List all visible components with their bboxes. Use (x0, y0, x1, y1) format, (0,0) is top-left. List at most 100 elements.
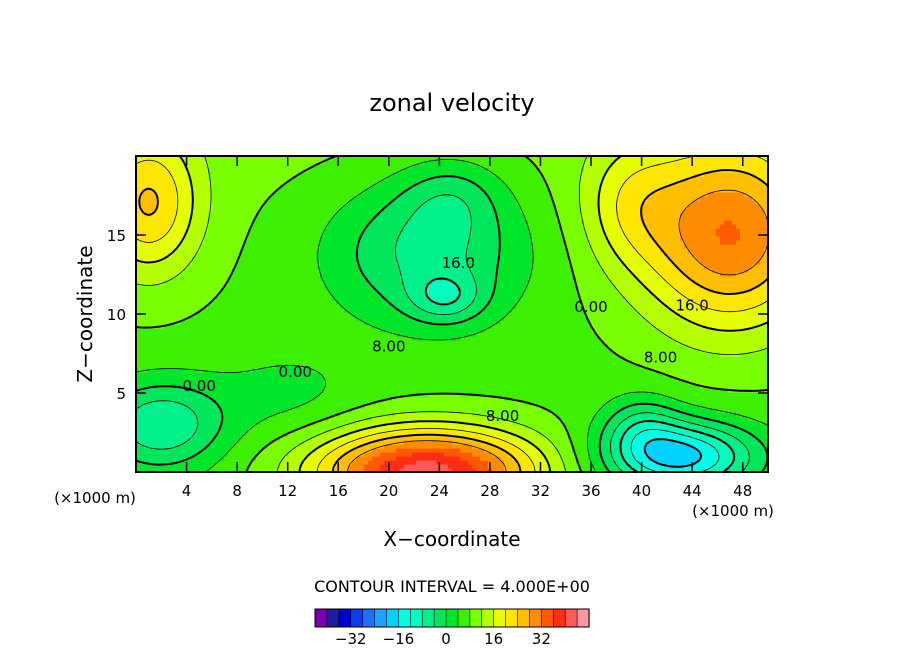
field-cell (220, 372, 225, 377)
field-cell (760, 376, 765, 381)
field-cell (148, 404, 153, 409)
field-cell (604, 360, 609, 365)
field-cell (232, 440, 237, 445)
field-cell (684, 416, 689, 421)
field-cell (204, 460, 209, 465)
field-cell (396, 364, 401, 369)
field-cell (520, 344, 525, 349)
field-cell (152, 360, 157, 365)
field-cell (296, 344, 301, 349)
field-cell (336, 456, 341, 461)
field-cell (176, 412, 181, 417)
field-cell (740, 416, 745, 421)
field-cell (356, 468, 361, 472)
field-cell (180, 364, 185, 369)
field-cell (252, 412, 257, 417)
field-cell (220, 432, 225, 437)
field-cell (136, 432, 141, 437)
field-cell (372, 448, 377, 453)
field-cell (532, 460, 537, 465)
field-cell (352, 448, 357, 453)
field-cell (140, 420, 145, 425)
field-cell (360, 448, 365, 453)
field-cell (512, 356, 517, 361)
field-cell (228, 468, 233, 472)
field-cell (500, 404, 505, 409)
field-cell (176, 352, 181, 357)
field-cell (764, 392, 768, 397)
field-cell (300, 384, 305, 389)
field-cell (424, 460, 429, 465)
field-cell (440, 368, 445, 373)
field-cell (744, 396, 749, 401)
field-cell (588, 392, 593, 397)
field-cell (232, 356, 237, 361)
field-cell (176, 348, 181, 353)
field-cell (652, 384, 657, 389)
field-cell (328, 464, 333, 469)
field-cell (664, 384, 669, 389)
field-cell (580, 464, 585, 469)
field-cell (184, 456, 189, 461)
field-cell (408, 360, 413, 365)
field-cell (716, 348, 721, 353)
field-cell (156, 448, 161, 453)
field-cell (380, 384, 385, 389)
field-cell (148, 368, 153, 373)
field-cell (272, 456, 277, 461)
field-cell (260, 400, 265, 405)
field-cell (488, 440, 493, 445)
field-cell (356, 436, 361, 441)
field-cell (732, 408, 737, 413)
field-cell (316, 348, 321, 353)
field-cell (296, 412, 301, 417)
field-cell (156, 380, 161, 385)
field-cell (432, 436, 437, 441)
field-cell (484, 380, 489, 385)
field-cell (364, 368, 369, 373)
field-cell (616, 420, 621, 425)
field-cell (216, 372, 221, 377)
field-cell (404, 384, 409, 389)
field-cell (564, 432, 569, 437)
field-cell (752, 464, 757, 469)
field-cell (648, 364, 653, 369)
field-cell (764, 428, 768, 433)
field-cell (412, 352, 417, 357)
field-cell (392, 456, 397, 461)
field-cell (576, 388, 581, 393)
field-cell (372, 396, 377, 401)
field-cell (320, 364, 325, 369)
field-cell (364, 384, 369, 389)
field-cell (600, 408, 605, 413)
field-cell (576, 368, 581, 373)
field-cell (520, 380, 525, 385)
field-cell (764, 368, 768, 373)
field-cell (280, 368, 285, 373)
field-cell (284, 424, 289, 429)
field-cell (484, 408, 489, 413)
field-cell (752, 348, 757, 353)
field-cell (644, 384, 649, 389)
field-cell (492, 460, 497, 465)
field-cell (500, 392, 505, 397)
field-cell (660, 464, 665, 469)
field-cell (696, 396, 701, 401)
field-cell (284, 420, 289, 425)
field-cell (288, 440, 293, 445)
field-cell (472, 452, 477, 457)
field-cell (476, 440, 481, 445)
field-cell (340, 460, 345, 465)
field-cell (312, 460, 317, 465)
field-cell (300, 400, 305, 405)
field-cell (216, 344, 221, 349)
field-cell (208, 356, 213, 361)
field-cell (408, 428, 413, 433)
field-cell (536, 356, 541, 361)
field-cell (612, 368, 617, 373)
field-cell (520, 348, 525, 353)
field-cell (332, 372, 337, 377)
field-cell (548, 352, 553, 357)
field-cell (232, 408, 237, 413)
field-cell (392, 448, 397, 453)
